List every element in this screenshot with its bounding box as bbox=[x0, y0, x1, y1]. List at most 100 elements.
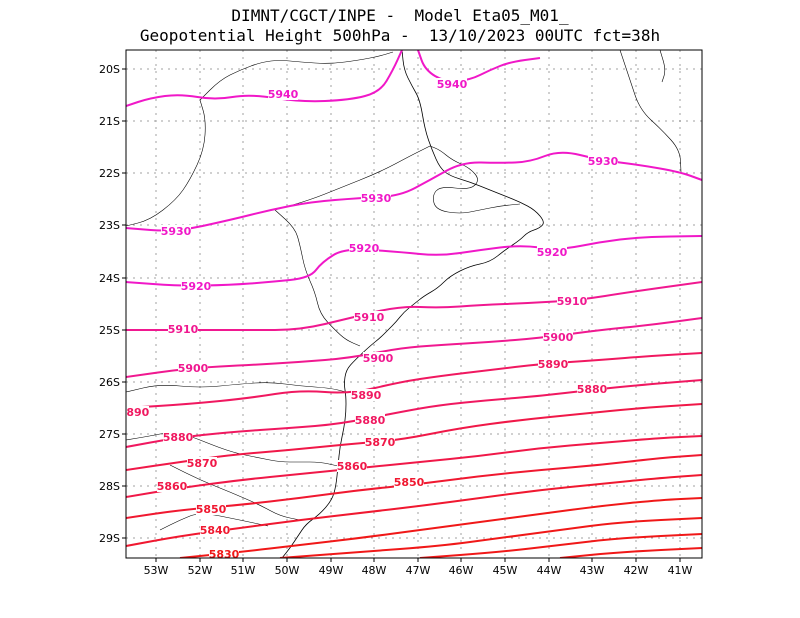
contour-label-bg bbox=[577, 383, 607, 395]
state-border bbox=[126, 432, 339, 467]
coastline-and-borders bbox=[126, 50, 682, 558]
contour-line bbox=[126, 50, 403, 107]
contour-label-bg bbox=[187, 457, 217, 469]
contour-label: 5890 bbox=[119, 406, 150, 419]
state-border bbox=[126, 99, 206, 227]
contour-line bbox=[279, 517, 702, 558]
contour-label: 5850 bbox=[394, 476, 425, 489]
contour-label-bg bbox=[557, 295, 587, 307]
lat-tick-label: 28S bbox=[99, 480, 120, 493]
lat-tick-label: 20S bbox=[99, 63, 120, 76]
contour-label-bg bbox=[196, 503, 226, 515]
axis-ticks: 20S 21S 22S 23S 24S 25S 26S 27S 28S 29S 53W 52W 51W 5… bbox=[99, 63, 693, 577]
contour-label: 5900 bbox=[543, 331, 574, 344]
contour-label: 5830 bbox=[209, 548, 240, 561]
state-border bbox=[126, 382, 347, 393]
contour-label-bg bbox=[200, 524, 230, 536]
contour-label: 5930 bbox=[161, 225, 192, 238]
contour-label: 5930 bbox=[588, 155, 619, 168]
contour-label-bg bbox=[168, 323, 198, 335]
state-border bbox=[169, 464, 301, 521]
contour-label-bg bbox=[588, 155, 618, 167]
contour-label-bg bbox=[157, 480, 187, 492]
state-border bbox=[274, 145, 431, 211]
lat-tick-label: 25S bbox=[99, 324, 120, 337]
lon-tick-label: 42W bbox=[624, 564, 649, 577]
contour-label-bg bbox=[161, 225, 191, 237]
contour-label: 5920 bbox=[181, 280, 212, 293]
contour-label: 5930 bbox=[361, 192, 392, 205]
contour-label-bg bbox=[181, 280, 211, 292]
contour-label-bg bbox=[361, 192, 391, 204]
coastline bbox=[281, 50, 544, 558]
lon-tick-label: 52W bbox=[188, 564, 213, 577]
contour-label: 5840 bbox=[200, 524, 231, 537]
grid-lines bbox=[126, 50, 702, 558]
contour-label: 5850 bbox=[196, 503, 227, 516]
contour-label-bg bbox=[543, 331, 573, 343]
contour-label: 5900 bbox=[178, 362, 209, 375]
contour-label-bg bbox=[349, 242, 379, 254]
contour-label-bg bbox=[394, 476, 424, 488]
contour-line bbox=[126, 454, 702, 519]
contour-label: 5860 bbox=[337, 460, 368, 473]
contour-label: 5910 bbox=[354, 311, 385, 324]
contour-label-bg bbox=[337, 460, 367, 472]
lat-tick-label: 27S bbox=[99, 428, 120, 441]
contour-line bbox=[417, 50, 541, 83]
contour-line bbox=[126, 317, 702, 378]
chart-title-line1: DIMNT/CGCT/INPE - Model Eta05_M01_ bbox=[231, 6, 569, 25]
contour-line bbox=[126, 352, 702, 409]
lon-tick-label: 53W bbox=[144, 564, 169, 577]
lon-tick-label: 47W bbox=[406, 564, 431, 577]
contour-label: 5920 bbox=[537, 246, 568, 259]
lat-tick-label: 24S bbox=[99, 272, 120, 285]
contour-label: 5880 bbox=[355, 414, 386, 427]
lat-tick-label: 29S bbox=[99, 532, 120, 545]
lon-tick-label: 48W bbox=[362, 564, 387, 577]
state-border bbox=[159, 513, 269, 531]
lon-tick-label: 41W bbox=[668, 564, 693, 577]
contour-label-bg bbox=[126, 406, 149, 418]
lon-tick-label: 49W bbox=[319, 564, 344, 577]
chart-title-line2: Geopotential Height 500hPa - 13/10/2023 … bbox=[139, 26, 661, 45]
contour-label: 5940 bbox=[268, 88, 299, 101]
state-border bbox=[429, 145, 521, 214]
contour-label: 5890 bbox=[351, 389, 382, 402]
contour-label: 5940 bbox=[437, 78, 468, 91]
contour-label-bg bbox=[268, 88, 298, 100]
contour-label-bg bbox=[178, 362, 208, 374]
contour-label: 5910 bbox=[168, 323, 199, 336]
contour-line bbox=[559, 547, 702, 558]
lat-tick-label: 22S bbox=[99, 167, 120, 180]
contour-label: 5920 bbox=[349, 242, 380, 255]
contour-labels: 5940 5940 5930 5930 5930 5920 5920 5920 5910 5910… bbox=[119, 78, 619, 561]
contour-lines bbox=[126, 50, 702, 558]
contour-label-bg bbox=[351, 389, 381, 401]
contour-label-bg bbox=[355, 414, 385, 426]
map-frame bbox=[125, 49, 703, 559]
state-border bbox=[199, 51, 394, 101]
contour-line bbox=[126, 281, 702, 331]
contour-label: 5860 bbox=[157, 480, 188, 493]
contour-label-bg bbox=[354, 311, 384, 323]
state-border bbox=[274, 209, 361, 347]
state-border bbox=[619, 50, 682, 173]
lon-tick-label: 45W bbox=[493, 564, 518, 577]
contour-label: 5890 bbox=[538, 358, 569, 371]
contour-label-bg bbox=[163, 431, 193, 443]
contour-line bbox=[419, 533, 702, 558]
contour-label-bg bbox=[365, 436, 395, 448]
contour-label: 5900 bbox=[363, 352, 394, 365]
state-border bbox=[659, 50, 666, 83]
lon-tick-label: 50W bbox=[275, 564, 300, 577]
contour-label-bg bbox=[363, 352, 393, 364]
lat-tick-label: 23S bbox=[99, 219, 120, 232]
contour-label-bg bbox=[209, 548, 239, 558]
contour-label: 5870 bbox=[187, 457, 218, 470]
contour-label: 5880 bbox=[577, 383, 608, 396]
lon-tick-label: 43W bbox=[580, 564, 605, 577]
lon-tick-label: 44W bbox=[537, 564, 562, 577]
contour-label: 5880 bbox=[163, 431, 194, 444]
